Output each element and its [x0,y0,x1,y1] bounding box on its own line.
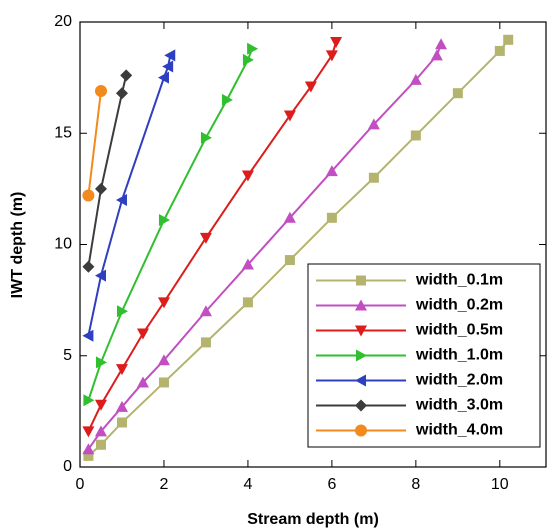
marker [325,50,338,62]
x-tick-label: 10 [491,476,509,493]
marker [115,87,128,100]
series-line [87,90,102,196]
legend-label: width_0.1m [415,272,503,289]
marker [247,42,259,55]
marker [355,325,367,337]
marker [304,81,317,93]
marker [116,305,128,318]
legend-label: width_3.0m [415,397,503,414]
marker [136,376,149,388]
marker [325,165,338,177]
marker [157,354,170,366]
marker [82,426,95,438]
x-tick-label: 4 [243,476,252,493]
marker [503,34,514,45]
marker [116,417,127,428]
marker [115,364,128,376]
marker [355,424,367,437]
marker [83,450,94,461]
marker [136,328,149,340]
x-tick-label: 6 [327,476,336,493]
marker [94,269,106,282]
y-tick-label: 10 [54,236,72,253]
series-line [87,41,338,432]
y-tick-label: 15 [54,124,72,141]
marker [94,182,107,195]
x-axis-label: Stream depth (m) [247,511,379,528]
marker [330,37,343,49]
legend-label: width_0.5m [415,322,503,339]
marker [356,349,367,362]
marker [242,53,254,66]
series-line [87,75,128,267]
marker [94,399,107,411]
marker [95,356,107,369]
legend-label: width_0.2m [415,297,503,314]
marker [82,189,95,202]
marker [326,212,337,223]
marker [199,232,212,244]
x-tick-label: 2 [160,476,169,493]
legend-label: width_2.0m [415,372,503,389]
marker [83,394,95,407]
marker [452,88,463,99]
marker [409,73,422,85]
marker [200,337,211,348]
marker [435,38,448,50]
marker [95,439,106,450]
marker [367,118,380,130]
marker [241,258,254,270]
y-tick-label: 0 [63,458,72,475]
marker [162,60,174,73]
marker [494,45,505,56]
series-line [87,48,254,401]
marker [94,425,107,437]
marker [82,329,94,342]
marker [430,49,443,61]
marker [355,399,367,412]
marker [82,260,95,273]
marker [355,374,366,387]
marker [157,71,169,84]
marker [241,170,254,182]
marker [94,84,107,97]
marker [164,49,176,62]
y-tick-label: 5 [63,347,72,364]
marker [283,110,296,122]
marker [115,400,128,412]
y-axis-label: IWT depth (m) [9,192,26,299]
marker [356,275,366,286]
marker [82,443,95,455]
marker [368,172,379,183]
y-tick-label: 20 [54,13,72,30]
marker [410,130,421,141]
marker [283,211,296,223]
marker [157,297,170,309]
x-tick-label: 0 [76,476,85,493]
plot-frame [79,21,547,468]
marker [158,214,170,227]
marker [221,93,233,106]
marker [115,194,127,206]
marker [120,69,133,82]
marker [242,297,253,308]
legend-label: width_4.0m [415,422,503,439]
marker [158,377,169,388]
marker [284,255,295,266]
legend-label: width_1.0m [415,347,503,364]
marker [200,131,212,144]
marker [199,305,212,317]
x-tick-label: 8 [411,476,420,493]
marker [355,299,367,311]
